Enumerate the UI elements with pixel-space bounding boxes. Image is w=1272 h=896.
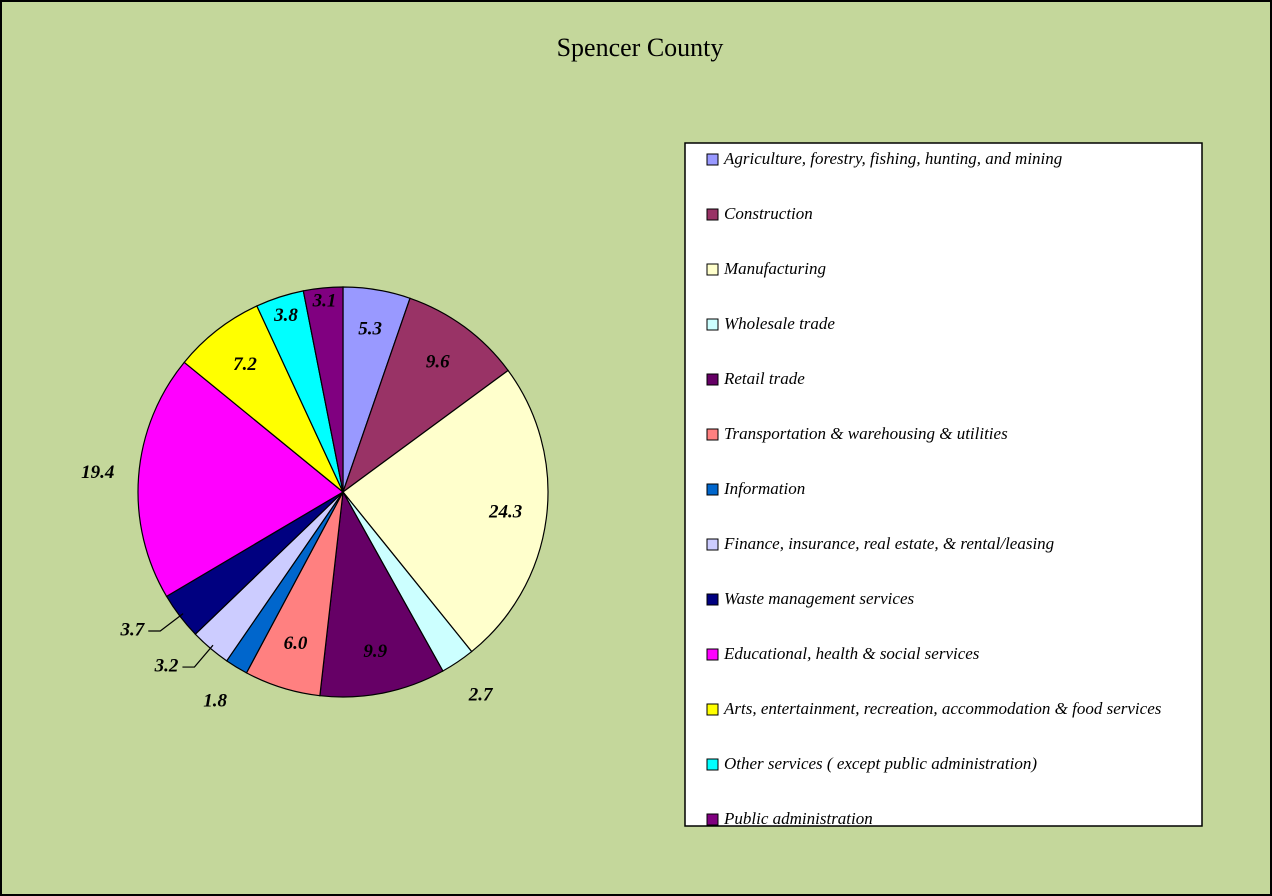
legend-swatch [706, 153, 719, 166]
legend-swatch [706, 648, 719, 661]
legend-label: Construction [724, 204, 813, 223]
data-label: 2.7 [468, 684, 494, 705]
legend-label: Wholesale trade [724, 314, 835, 333]
data-label: 9.6 [426, 352, 450, 373]
leader-line [182, 644, 214, 668]
pie-slice [302, 286, 344, 493]
chart-title: Spencer County [557, 33, 724, 62]
leader-line [148, 613, 184, 632]
legend-swatch [706, 538, 719, 551]
legend-label: Information [723, 479, 805, 498]
data-label: 7.2 [233, 354, 257, 375]
legend-swatch [706, 373, 719, 386]
pie-slice [137, 361, 345, 598]
pie [137, 286, 549, 698]
data-label: 5.3 [358, 319, 382, 340]
legend-label: Finance, insurance, real estate, & renta… [723, 534, 1054, 553]
legend-label: Manufacturing [723, 259, 826, 278]
data-label: 9.9 [363, 641, 387, 662]
data-label: 3.2 [154, 655, 179, 676]
legend-swatch [706, 428, 719, 441]
legend-swatch [706, 703, 719, 716]
legend-label: Waste management services [724, 589, 914, 608]
data-label: 3.7 [120, 619, 146, 640]
legend-swatch [706, 208, 719, 221]
data-label: 24.3 [488, 501, 522, 522]
legend-label: Transportation & warehousing & utilities [724, 424, 1008, 443]
pie-slice [342, 369, 549, 653]
legend-swatch [706, 318, 719, 331]
data-label: 1.8 [203, 691, 227, 712]
legend-label: Educational, health & social services [723, 644, 980, 663]
pie-slice [341, 297, 509, 494]
data-label: 3.8 [273, 305, 298, 326]
legend-label: Public administration [723, 809, 873, 828]
legend-label: Agriculture, forestry, fishing, hunting,… [723, 149, 1062, 168]
data-label: 19.4 [81, 462, 114, 483]
legend-label: Retail trade [723, 369, 805, 388]
data-label: 3.1 [312, 291, 337, 312]
legend [684, 142, 1203, 827]
legend-swatch [706, 483, 719, 496]
legend-label: Arts, entertainment, recreation, accommo… [723, 699, 1162, 718]
legend-swatch [706, 593, 719, 606]
legend-swatch [706, 263, 719, 276]
pie-slice [319, 490, 444, 698]
data-label: 6.0 [284, 633, 308, 654]
legend-swatch [706, 758, 719, 771]
legend-label: Other services ( except public administr… [724, 754, 1037, 773]
legend-swatch [706, 813, 719, 826]
